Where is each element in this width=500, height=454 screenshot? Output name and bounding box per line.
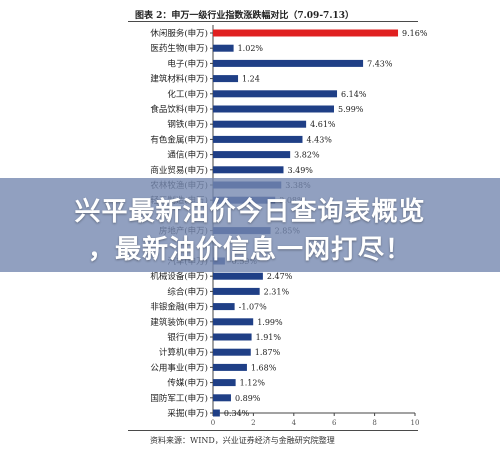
bar: [213, 44, 234, 52]
bar: [213, 29, 399, 37]
category-label: 综合(申万): [167, 286, 208, 297]
value-label: 0.34%: [224, 409, 250, 418]
bar: [213, 287, 260, 295]
x-tick-label: 10: [411, 419, 420, 427]
category-label: 国防军工(申万): [150, 393, 208, 404]
bar: [213, 75, 239, 83]
bar: [213, 120, 307, 128]
value-label: 5.99%: [338, 105, 364, 114]
value-label: 7.43%: [367, 59, 393, 68]
category-label: 钢铁(申万): [167, 119, 208, 130]
category-label: 建筑装饰(申万): [150, 317, 208, 328]
category-label: 医药生物(申万): [150, 43, 208, 54]
value-label: 1.68%: [251, 363, 277, 372]
value-label: -1.07%: [239, 303, 268, 312]
value-label: 9.16%: [402, 29, 428, 38]
bar: [213, 272, 263, 280]
bar: [213, 379, 236, 387]
value-label: 1.02%: [238, 44, 264, 53]
value-label: 3.82%: [294, 151, 320, 160]
bar: [213, 166, 284, 174]
category-label: 非银金融(申万): [150, 302, 208, 313]
headline-banner: [0, 178, 500, 272]
title-rule: [128, 21, 418, 22]
bar: [213, 135, 303, 143]
category-label: 化工(申万): [167, 89, 208, 100]
bar: [213, 303, 235, 311]
value-label: 2.31%: [264, 287, 290, 296]
category-label: 商业贸易(申万): [150, 165, 208, 176]
value-label: 6.14%: [341, 90, 367, 99]
value-label: 1.99%: [257, 318, 283, 327]
value-label: 1.12%: [240, 379, 266, 388]
value-label: 0.89%: [235, 394, 261, 403]
value-label: 2.47%: [267, 272, 293, 281]
x-tick-label: 6: [332, 419, 337, 427]
category-label: 传媒(申万): [167, 378, 208, 389]
chart-title: 图表 2：申万一级行业指数涨跌幅对比（7.09-7.13）: [135, 11, 354, 21]
bottom-rule: [128, 430, 418, 431]
bar: [213, 90, 338, 98]
source-note: 资料来源：WIND，兴业证券经济与金融研究院整理: [150, 436, 335, 445]
x-tick-label: 4: [292, 419, 297, 427]
value-label: 4.43%: [306, 135, 332, 144]
category-label: 建筑材料(申万): [150, 74, 208, 85]
category-label: 休闲服务(申万): [150, 28, 208, 39]
category-label: 电子(申万): [167, 58, 208, 69]
category-label: 采掘(申万): [167, 408, 208, 419]
value-label: 1.87%: [255, 348, 281, 357]
bar: [213, 59, 364, 67]
x-tick-label: 8: [372, 419, 376, 427]
category-label: 公用事业(申万): [150, 362, 208, 373]
bar: [213, 394, 231, 402]
bar: [213, 105, 334, 113]
bar: [213, 318, 254, 326]
category-label: 计算机(申万): [159, 347, 208, 358]
category-label: 银行(申万): [167, 332, 208, 343]
bar: [213, 363, 247, 371]
bar: [213, 348, 251, 356]
category-label: 食品饮料(申万): [150, 104, 208, 115]
bar: [213, 151, 291, 159]
bar: [213, 333, 252, 341]
value-label: 3.49%: [287, 166, 313, 175]
value-label: 4.61%: [310, 120, 336, 129]
category-label: 机械设备(申万): [150, 271, 208, 282]
category-label: 通信(申万): [167, 150, 208, 161]
value-label: 1.24: [242, 75, 260, 84]
x-tick-label: 0: [211, 419, 215, 427]
headline-line-1: 兴平最新油价今日查询表概览: [74, 197, 426, 227]
headline-line-2: ，最新油价信息一网打尽！: [87, 235, 412, 265]
value-label: 1.91%: [256, 333, 282, 342]
bar: [213, 409, 220, 417]
category-label: 有色金属(申万): [150, 134, 208, 145]
x-tick-label: 2: [251, 419, 255, 427]
